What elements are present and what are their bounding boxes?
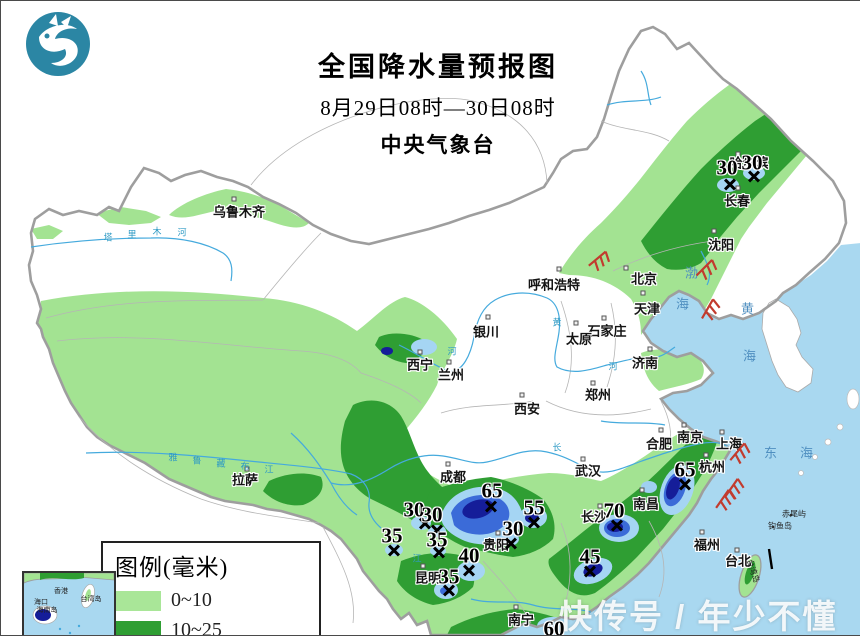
page-title: 全国降水量预报图 [318,45,558,84]
city-label: 成都 [440,467,466,486]
city-label: 济南 [632,353,658,372]
rain-max-x-mark [484,499,498,513]
river-label: 布 [240,460,249,473]
city-label: 南京 [677,427,703,446]
river-label: 木 [152,225,161,238]
city-marker [641,291,646,296]
river-label: 塔 [103,231,112,244]
river-label: 黄 [552,316,561,329]
river-label: 里 [127,228,136,241]
city-label: 西安 [514,399,540,418]
city-marker [574,321,579,326]
city-marker [648,347,653,352]
south-china-sea-inset: 香港台湾岛海口海南岛 [22,571,116,636]
legend-item: 10~25 [115,619,311,636]
rain-max-x-mark [527,515,541,529]
forecast-period: 8月29日08时—30日08时 [318,92,558,122]
city-marker [520,393,525,398]
city-label: 南宁 [508,610,534,629]
island-label: 钓鱼岛 [768,521,792,532]
wind-barb-icon [690,290,726,326]
river-label: 鲁 [192,454,201,467]
city-label: 北京 [631,269,657,288]
legend-rows: 0~10 10~25 [115,589,311,636]
city-marker [659,428,664,433]
city-marker [640,488,645,493]
city-label: 合肥 [646,434,672,453]
city-marker [557,267,562,272]
river-label: 河 [177,226,186,239]
watermark: 快传号 / 年少不懂事 [559,590,860,636]
inset-label: 海南岛 [37,605,58,615]
river-label: 雅 [168,451,177,464]
city-label: 沈阳 [708,235,734,254]
city-label: 福州 [694,535,720,554]
city-label: 武汉 [575,461,601,480]
legend-label: 10~25 [171,619,222,636]
rain-max-x-mark [610,518,624,532]
rain-max-x-mark [432,545,446,559]
city-label: 石家庄 [587,321,626,340]
legend-swatch [115,591,161,611]
city-label: 呼和浩特 [528,275,580,294]
agency-name: 中央气象台 [318,129,558,159]
river-label: 江 [264,463,273,476]
map-header: 全国降水量预报图 8月29日08时—30日08时 中央气象台 [318,45,558,159]
sea-label: 海 [743,346,757,365]
city-marker [712,229,717,234]
sea-label: 海 [800,443,814,462]
sea-label: 东 [764,443,778,462]
legend-label: 0~10 [171,589,212,612]
cma-dragon-logo-icon [23,9,93,79]
city-label: 郑州 [585,385,611,404]
rain-max-x-mark [747,169,761,183]
city-label: 银川 [473,322,499,341]
city-label: 太原 [566,329,592,348]
sea-label: 黄 [741,299,755,318]
rain-max-x-mark [583,564,597,578]
sea-label: 海 [676,294,690,313]
river-label: 河 [447,345,456,358]
island-label: 台湾岛 [744,558,762,584]
city-label: 杭州 [699,457,725,476]
inset-overlay: 香港台湾岛海口海南岛 [24,573,114,636]
legend-title: 图例(毫米) [115,548,311,582]
city-label: 南昌 [633,494,659,513]
city-label: 天津 [634,299,660,318]
city-label: 兰州 [438,365,464,384]
river-label: 藏 [216,457,225,470]
city-label: 乌鲁木齐 [213,202,265,221]
city-marker [624,266,629,271]
river-label: 河 [608,360,617,373]
inset-label: 香港 [54,586,68,596]
wind-barb-icon [580,240,617,277]
inset-label: 台湾岛 [81,594,102,604]
city-marker [486,315,491,320]
city-label: 昆明 [415,568,441,587]
rain-max-x-mark [723,177,737,191]
city-label: 西宁 [407,355,433,374]
rain-max-x-mark [442,583,456,597]
river-label: 长 [552,441,561,454]
rain-max-x-mark [462,563,476,577]
rain-max-x-mark [504,536,518,550]
rain-max-x-mark [678,477,692,491]
island-label: 赤尾屿 [782,509,806,520]
legend-item: 0~10 [115,589,311,612]
river-label: 江 [412,552,421,565]
rain-max-x-mark [387,543,401,557]
legend-box: 图例(毫米) 0~10 10~25 [101,541,321,636]
city-label: 长春 [724,191,750,210]
